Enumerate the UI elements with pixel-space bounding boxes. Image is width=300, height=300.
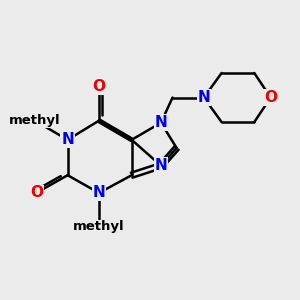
Text: N: N <box>154 158 167 173</box>
Text: N: N <box>93 185 105 200</box>
Text: N: N <box>154 115 167 130</box>
Text: methyl: methyl <box>9 114 61 127</box>
Text: N: N <box>61 132 74 147</box>
Text: O: O <box>30 185 43 200</box>
Text: O: O <box>264 90 277 105</box>
Text: N: N <box>197 90 210 105</box>
Text: O: O <box>92 79 106 94</box>
Text: methyl: methyl <box>73 220 125 233</box>
